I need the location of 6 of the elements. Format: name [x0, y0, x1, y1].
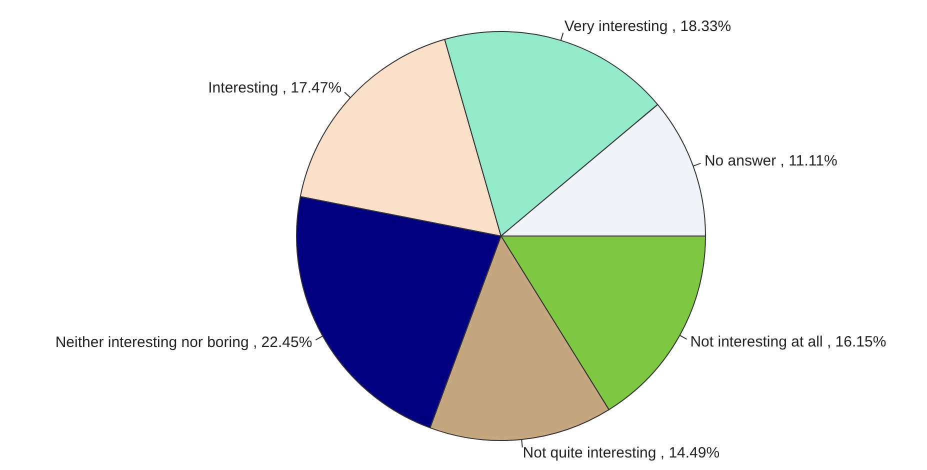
slice-label: Very interesting , 18.33%: [564, 18, 732, 36]
slice-label: Not interesting at all , 16.15%: [690, 333, 886, 350]
slice-label: Neither interesting nor boring , 22.45%: [55, 334, 312, 352]
slice-label: Not quite interesting , 14.49%: [522, 444, 720, 462]
slice-label: No answer , 11.11%: [704, 152, 838, 170]
slice-label: Interesting , 17.47%: [208, 79, 342, 96]
